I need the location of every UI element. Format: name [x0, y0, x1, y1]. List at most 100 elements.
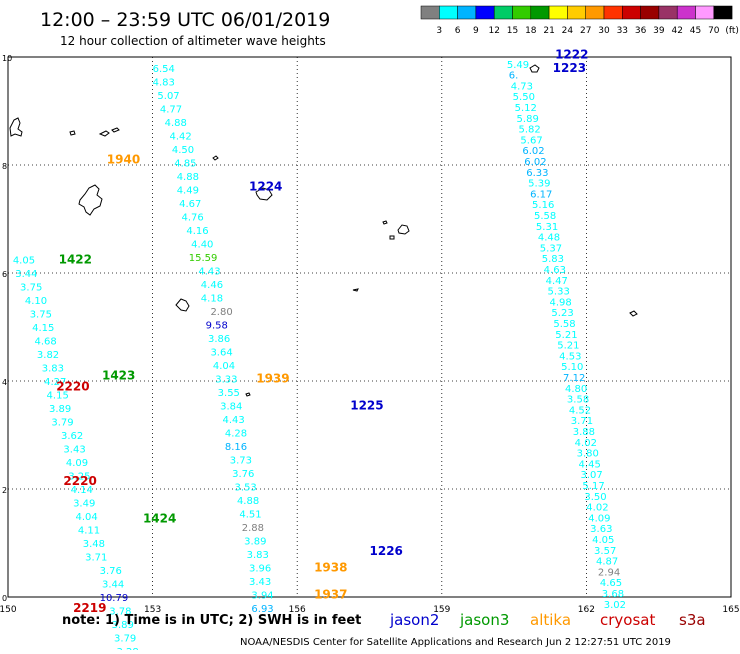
wave-height-value: 3.75 — [30, 310, 52, 321]
wave-height-value: 5.67 — [520, 135, 542, 146]
wave-height-value: 4.15 — [32, 323, 54, 334]
wave-height-value: 5.17 — [582, 481, 604, 492]
legend-jason2: jason2 — [389, 611, 439, 629]
legend-cryosat: cryosat — [600, 611, 655, 629]
wave-height-value: 5.23 — [551, 308, 573, 319]
wave-height-value: 6.02 — [522, 146, 544, 157]
wave-height-value: 4.98 — [549, 297, 571, 308]
wave-height-value: 3.53 — [235, 482, 257, 493]
colorbar-label: 3 — [436, 26, 442, 36]
wave-height-value: 4.49 — [177, 185, 199, 196]
island-outline — [352, 288, 359, 292]
legend-s3a: s3a — [679, 611, 706, 629]
island-outline — [69, 130, 76, 136]
wave-height-value: 2.88 — [242, 523, 264, 534]
colorbar: 3 6 9 12 15 18 21 24 27 30 33 36 39 42 45 70 (ft) — [420, 5, 739, 36]
pass-time-label: 1225 — [350, 398, 383, 412]
land-outlines — [9, 64, 638, 397]
wave-height-value: 3.49 — [73, 499, 95, 510]
footer-note: note: 1) Time is in UTC; 2) SWH is in fe… — [62, 613, 361, 628]
pass-time-label: 1940 — [107, 153, 140, 167]
pass-time-label: 2220 — [63, 474, 96, 488]
wave-height-value: 9.58 — [206, 320, 228, 331]
wave-height-value: 6. — [509, 71, 519, 82]
wave-height-value: 5.10 — [561, 362, 583, 373]
wave-height-value: 3.57 — [594, 546, 616, 557]
wave-height-value: 4.68 — [35, 337, 57, 348]
wave-height-value: 2.94 — [598, 567, 620, 578]
wave-height-value: 4.43 — [222, 415, 244, 426]
wave-height-value: 4.10 — [25, 296, 47, 307]
chart-subtitle: 12 hour collection of altimeter wave hei… — [60, 34, 326, 48]
pass-time-label: 1423 — [102, 369, 135, 383]
colorbar-label: 30 — [598, 26, 610, 36]
wave-height-value: 4.85 — [174, 158, 196, 169]
y-tick-label: 4 — [2, 378, 7, 387]
island-outline — [629, 310, 638, 317]
colorbar-label: 6 — [455, 26, 461, 36]
wave-height-value: 3.78 — [109, 607, 131, 618]
wave-height-value: 4.27 — [44, 377, 66, 388]
wave-height-value: 5.49 — [507, 60, 529, 71]
wave-height-value: 7.12 — [563, 373, 585, 384]
pass-time-label: 1938 — [314, 560, 347, 574]
wave-height-value: 5.58 — [534, 211, 556, 222]
wave-height-value: 5.33 — [548, 287, 570, 298]
chart-title: 12:00 – 23:59 UTC 06/01/2019 — [40, 9, 330, 31]
wave-height-value: 3.50 — [584, 492, 606, 503]
colorbar-label: 39 — [653, 26, 665, 36]
colorbar-swatch — [475, 5, 495, 20]
island-outline — [98, 127, 120, 137]
colorbar-swatch — [512, 5, 532, 20]
y-tick-label: 10 — [2, 54, 12, 63]
wave-height-value: 3.88 — [573, 427, 595, 438]
plot-frame — [7, 56, 732, 598]
colorbar-label: 12 — [488, 26, 499, 36]
wave-height-value: 3.76 — [100, 566, 122, 577]
track-right: 5.496.4.735.505.125.895.825.676.026.026.… — [507, 60, 626, 611]
island-outline — [529, 64, 540, 73]
wave-height-value: 5.82 — [518, 125, 540, 136]
y-tick-label: 8 — [2, 162, 7, 171]
pass-time-label: 1422 — [59, 253, 92, 267]
colorbar-swatch — [530, 5, 550, 20]
wave-height-value: 3.43 — [63, 445, 85, 456]
wave-height-value: 3.86 — [208, 334, 230, 345]
wave-height-value: 5.31 — [536, 222, 558, 233]
wave-height-value: 3.48 — [83, 539, 105, 550]
wave-height-value: 4.67 — [179, 199, 201, 210]
wave-height-value: 4.43 — [198, 266, 220, 277]
wave-height-value: 4.05 — [592, 535, 614, 546]
colorbar-swatch — [439, 5, 458, 20]
y-tick-label: 2 — [2, 486, 7, 495]
pass-time-label: 1222 — [555, 47, 588, 61]
wave-height-value: 6.02 — [524, 157, 546, 168]
y-tick-label: 6 — [2, 270, 7, 279]
wave-height-value: 5.12 — [515, 103, 537, 114]
wave-height-value: 3.82 — [37, 350, 59, 361]
wave-height-value: 4.09 — [66, 458, 88, 469]
colorbar-label: 27 — [580, 26, 591, 36]
wave-height-value: 4.15 — [47, 391, 69, 402]
colorbar-swatch — [493, 5, 513, 20]
colorbar-label: 15 — [507, 26, 518, 36]
colorbar-swatch — [695, 5, 715, 20]
wave-height-value: 4.88 — [237, 496, 259, 507]
footer-credit: NOAA/NESDIS Center for Satellite Applica… — [240, 637, 671, 648]
colorbar-swatch — [640, 5, 660, 20]
wave-height-value: 3.83 — [247, 550, 269, 561]
colorbar-swatch — [585, 5, 605, 20]
wave-height-value: 3.89 — [112, 620, 134, 631]
island-outline — [175, 298, 190, 312]
wave-height-value: 6.93 — [251, 604, 273, 615]
wave-height-value: 4.46 — [201, 280, 223, 291]
colorbar-swatch — [420, 5, 440, 20]
wave-height-value: 4.28 — [225, 428, 247, 439]
pass-time-label: 2219 — [73, 601, 106, 615]
colorbar-swatch — [676, 5, 696, 20]
wave-height-value: 4.04 — [213, 361, 235, 372]
colorbar-label: 21 — [543, 26, 554, 36]
wave-height-value: 4.02 — [586, 503, 608, 514]
wave-height-value: 3.68 — [602, 589, 624, 600]
